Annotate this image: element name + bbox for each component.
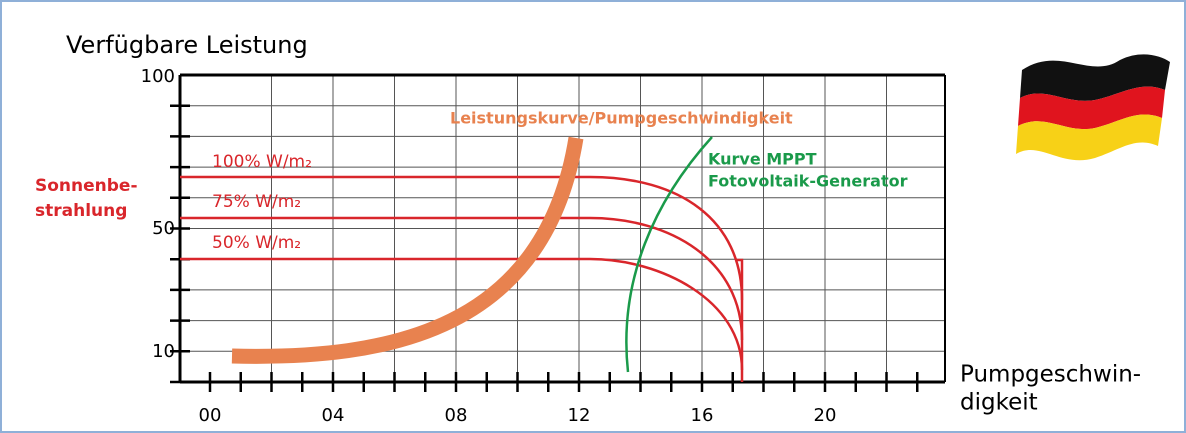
curve-100 bbox=[180, 175, 744, 301]
title: Verfügbare Leistung bbox=[66, 31, 308, 59]
x-tick-label: 12 bbox=[568, 405, 591, 426]
pump-curve-label: Leistungskurve/Pumpgeschwindigkeit bbox=[450, 109, 793, 128]
mppt-curve bbox=[625, 136, 713, 373]
x-axis-title: digkeit bbox=[960, 390, 1038, 416]
x-tick-label: 08 bbox=[445, 405, 468, 426]
x-axis-title: Pumpgeschwin- bbox=[960, 362, 1141, 388]
level-label: 100% W/m₂ bbox=[212, 152, 312, 172]
curve-50 bbox=[180, 257, 744, 371]
x-tick-label: 16 bbox=[691, 405, 714, 426]
pump-curve bbox=[231, 136, 584, 364]
x-tick-label: 04 bbox=[322, 405, 345, 426]
mppt-label: Fotovoltaik-Generator bbox=[708, 172, 908, 191]
level-label: 50% W/m₂ bbox=[212, 233, 301, 253]
x-tick-label: 00 bbox=[199, 405, 222, 426]
cutoff-line bbox=[735, 258, 744, 382]
flag-icon bbox=[1016, 54, 1170, 161]
irradiance-title: strahlung bbox=[35, 201, 127, 221]
level-label: 75% W/m₂ bbox=[212, 192, 301, 212]
y-tick-label: 100 bbox=[141, 66, 175, 87]
x-tick-label: 20 bbox=[814, 405, 837, 426]
irradiance-title: Sonnenbe- bbox=[35, 176, 138, 196]
irradiance-curves bbox=[180, 175, 744, 382]
curve-75 bbox=[180, 216, 744, 341]
y-tick-label: 10 bbox=[152, 341, 175, 362]
mppt-label: Kurve MPPT bbox=[708, 150, 817, 169]
y-tick-label: 50 bbox=[152, 218, 175, 239]
